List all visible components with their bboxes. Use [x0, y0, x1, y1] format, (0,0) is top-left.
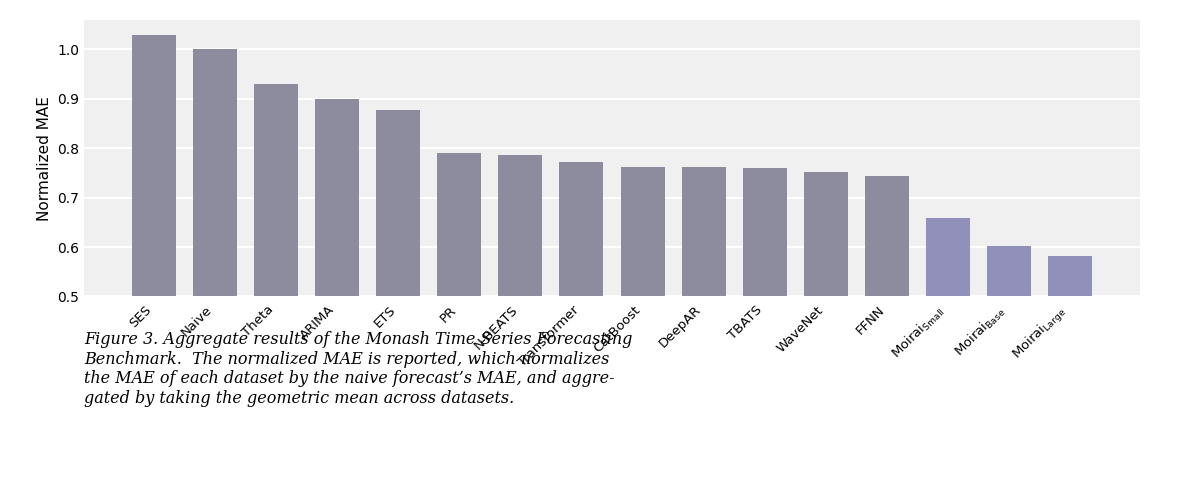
- Text: Figure 3. Aggregate results of the Monash Time Series Forecasting
Benchmark.  Th: Figure 3. Aggregate results of the Monas…: [84, 331, 632, 407]
- Text: Moirai$_{\mathregular{Small}}$: Moirai$_{\mathregular{Small}}$: [889, 303, 948, 363]
- Text: N-BEATS: N-BEATS: [472, 303, 521, 352]
- Bar: [620, 167, 665, 494]
- Text: TBATS: TBATS: [726, 303, 764, 342]
- Text: PR: PR: [438, 303, 460, 325]
- Text: Moirai$_{\mathregular{Large}}$: Moirai$_{\mathregular{Large}}$: [1009, 303, 1070, 365]
- Bar: [193, 49, 238, 494]
- Text: FFNN: FFNN: [853, 303, 887, 337]
- Text: DeepAR: DeepAR: [656, 303, 703, 350]
- Bar: [254, 84, 298, 494]
- Bar: [316, 99, 359, 494]
- Text: Moirai$_{\mathregular{Base}}$: Moirai$_{\mathregular{Base}}$: [952, 303, 1009, 361]
- Bar: [682, 167, 726, 494]
- Text: Transformer: Transformer: [516, 303, 582, 369]
- Text: CatBoost: CatBoost: [590, 303, 642, 355]
- Text: SES: SES: [127, 303, 154, 330]
- Text: ARIMA: ARIMA: [298, 303, 337, 342]
- Bar: [559, 162, 604, 494]
- Text: ETS: ETS: [372, 303, 398, 330]
- Bar: [1048, 256, 1092, 494]
- Bar: [498, 155, 542, 494]
- Bar: [804, 172, 847, 494]
- Text: Theta: Theta: [240, 303, 276, 339]
- Bar: [377, 110, 420, 494]
- Bar: [926, 218, 970, 494]
- Bar: [437, 153, 481, 494]
- Text: WaveNet: WaveNet: [774, 303, 826, 355]
- Bar: [865, 176, 908, 494]
- Text: Naive: Naive: [179, 303, 215, 339]
- Y-axis label: Normalized MAE: Normalized MAE: [36, 96, 52, 220]
- Bar: [986, 246, 1031, 494]
- Bar: [743, 168, 787, 494]
- Bar: [132, 35, 176, 494]
